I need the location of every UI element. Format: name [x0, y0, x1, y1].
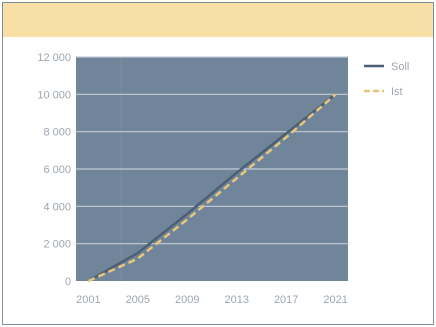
series-lines — [87, 93, 337, 283]
y-tick-label: 6 000 — [43, 164, 71, 176]
x-tick-label: 2021 — [323, 294, 347, 306]
panel-header — [3, 3, 433, 37]
x-tick-label: 2013 — [224, 294, 248, 306]
x-tick-label: 2005 — [126, 294, 150, 306]
y-axis-ticks: 0 2 000 4 000 6 000 8 000 10 000 12 000 — [37, 52, 71, 288]
legend-label-ist: Ist — [391, 86, 403, 98]
y-tick-label: 4 000 — [43, 201, 71, 213]
x-tick-label: 2017 — [274, 294, 298, 306]
grid-lines — [76, 56, 348, 245]
x-axis-ticks: 2001 2005 2009 2013 2017 2021 — [76, 294, 348, 306]
series-line-soll — [87, 93, 337, 283]
x-tick-label: 2001 — [76, 294, 100, 306]
legend: Soll Ist — [364, 61, 409, 98]
series-line-ist — [87, 93, 337, 283]
y-tick-label: 10 000 — [37, 89, 71, 101]
y-tick-label: 8 000 — [43, 127, 71, 139]
y-tick-label: 12 000 — [37, 52, 71, 64]
legend-label-soll: Soll — [391, 61, 409, 73]
y-tick-label: 2 000 — [43, 239, 71, 251]
x-tick-label: 2009 — [175, 294, 199, 306]
y-tick-label: 0 — [65, 276, 71, 288]
